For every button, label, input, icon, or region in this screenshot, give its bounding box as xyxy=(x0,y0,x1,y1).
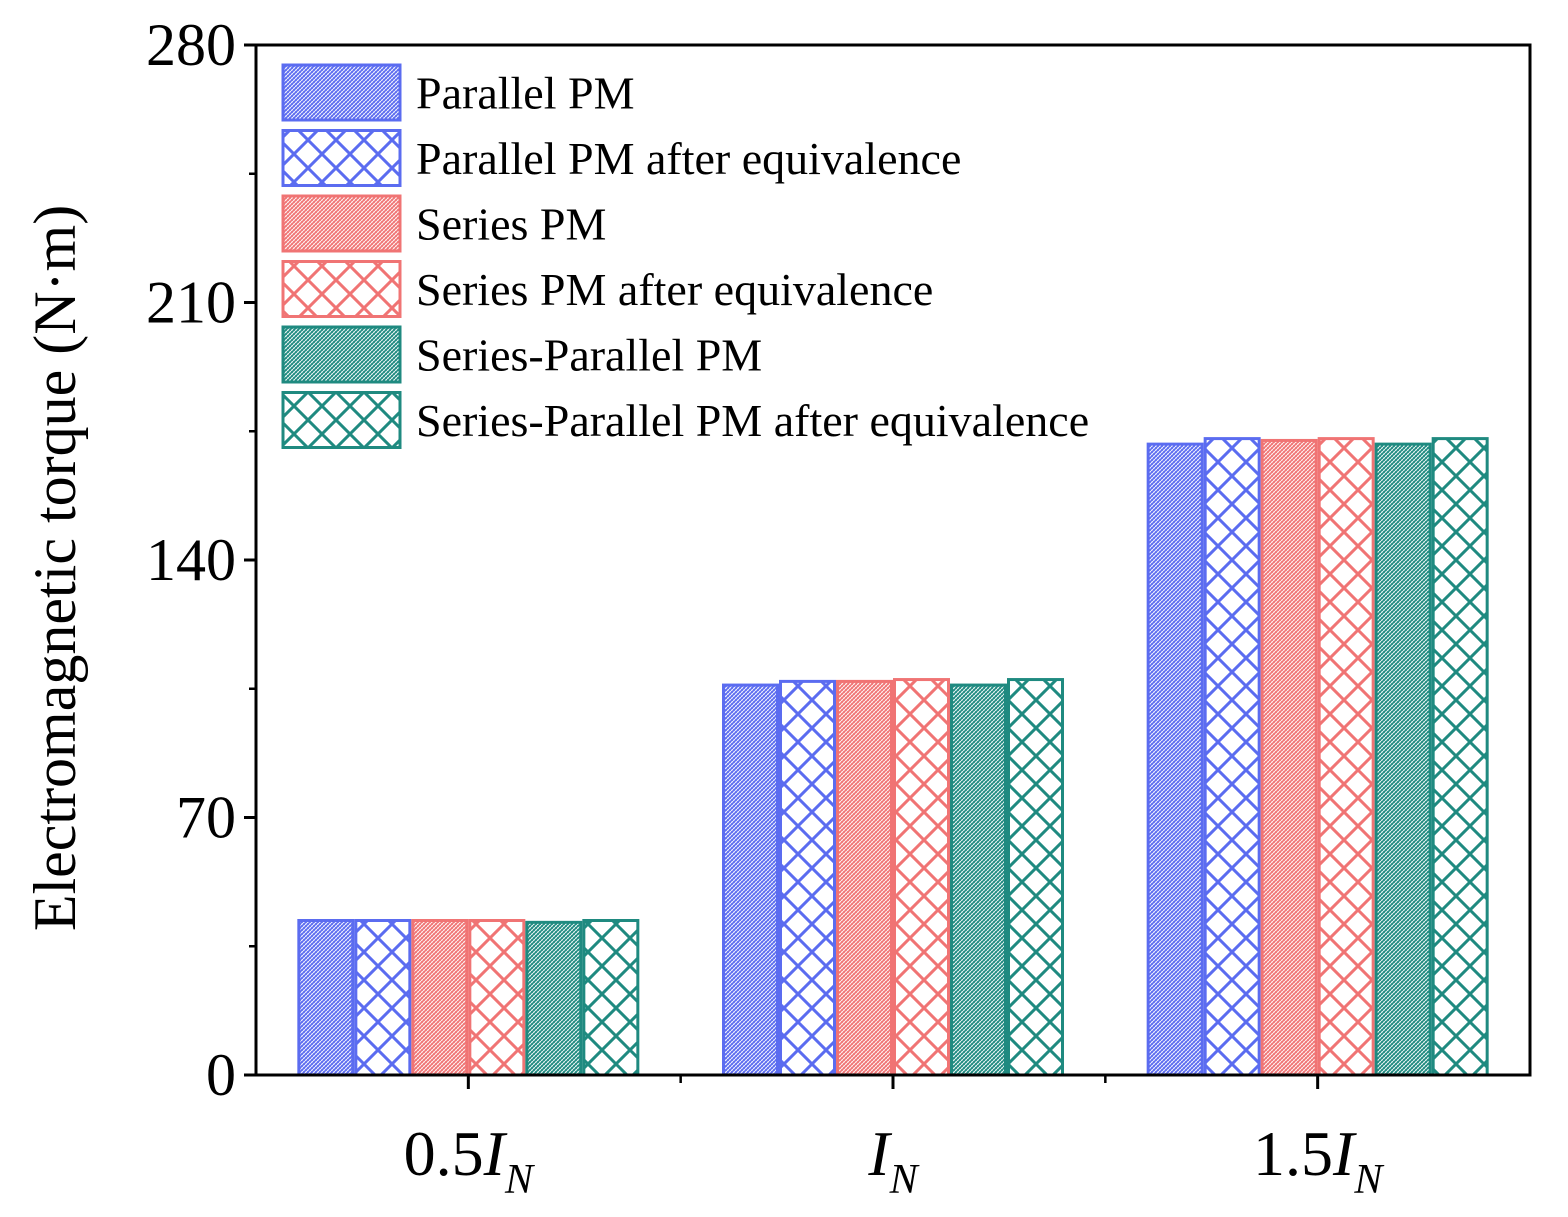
legend-label: Series PM after equivalence xyxy=(416,264,933,315)
legend-swatch xyxy=(281,63,402,122)
legend-swatch xyxy=(281,194,402,253)
x-tick-label: 0.5IN xyxy=(404,1118,535,1203)
bar-series-pm-2 xyxy=(1260,438,1318,1077)
legend-swatch xyxy=(281,325,402,384)
legend-label: Parallel PM xyxy=(416,68,634,119)
y-tick-label: 70 xyxy=(176,785,236,851)
bar-series-parallel-pm-after-equivalence-1 xyxy=(1007,678,1064,1077)
legend-label: Parallel PM after equivalence xyxy=(416,133,961,184)
legend-swatch xyxy=(281,391,402,449)
legend: Parallel PM Parallel PM after equivalence… xyxy=(281,63,1089,449)
legend-label: Series PM xyxy=(416,199,606,250)
bar-series-pm-after-equivalence-1 xyxy=(893,678,950,1077)
bar-parallel-pm-after-equivalence-2 xyxy=(1203,437,1261,1077)
bar-series-parallel-pm-after-equivalence-2 xyxy=(1431,437,1489,1077)
bar-parallel-pm-after-equivalence-0 xyxy=(354,919,412,1077)
legend-label: Series-Parallel PM after equivalence xyxy=(416,395,1089,446)
bars-layer xyxy=(297,437,1489,1077)
bar-series-parallel-pm-1 xyxy=(950,683,1007,1077)
legend-label: Series-Parallel PM xyxy=(416,330,762,381)
bar-series-parallel-pm-0 xyxy=(525,920,583,1077)
bar-parallel-pm-1 xyxy=(722,683,779,1077)
bar-series-pm-1 xyxy=(836,679,893,1077)
x-tick-labels: 0.5IN IN 1.5IN xyxy=(404,1075,1384,1203)
bar-parallel-pm-2 xyxy=(1146,442,1204,1077)
y-ticks: 0 70 140 210 280 xyxy=(146,12,256,1108)
y-axis-title: Electromagnetic torque (N·m) xyxy=(22,205,88,931)
y-tick-label: 140 xyxy=(146,527,236,593)
x-tick-label: IN xyxy=(867,1118,919,1203)
y-tick-label: 210 xyxy=(146,270,236,336)
y-tick-label: 280 xyxy=(146,12,236,78)
bar-series-parallel-pm-after-equivalence-0 xyxy=(582,919,640,1077)
legend-swatch xyxy=(281,129,402,187)
bar-series-pm-after-equivalence-2 xyxy=(1317,437,1375,1077)
bar-series-parallel-pm-2 xyxy=(1374,442,1432,1077)
y-tick-label: 0 xyxy=(206,1042,236,1108)
bar-series-pm-0 xyxy=(411,919,469,1077)
bar-parallel-pm-after-equivalence-1 xyxy=(779,679,836,1077)
x-tick-label: 1.5IN xyxy=(1253,1118,1384,1203)
bar-parallel-pm-0 xyxy=(297,919,355,1077)
legend-swatch xyxy=(281,260,402,318)
bar-series-pm-after-equivalence-0 xyxy=(468,919,526,1077)
